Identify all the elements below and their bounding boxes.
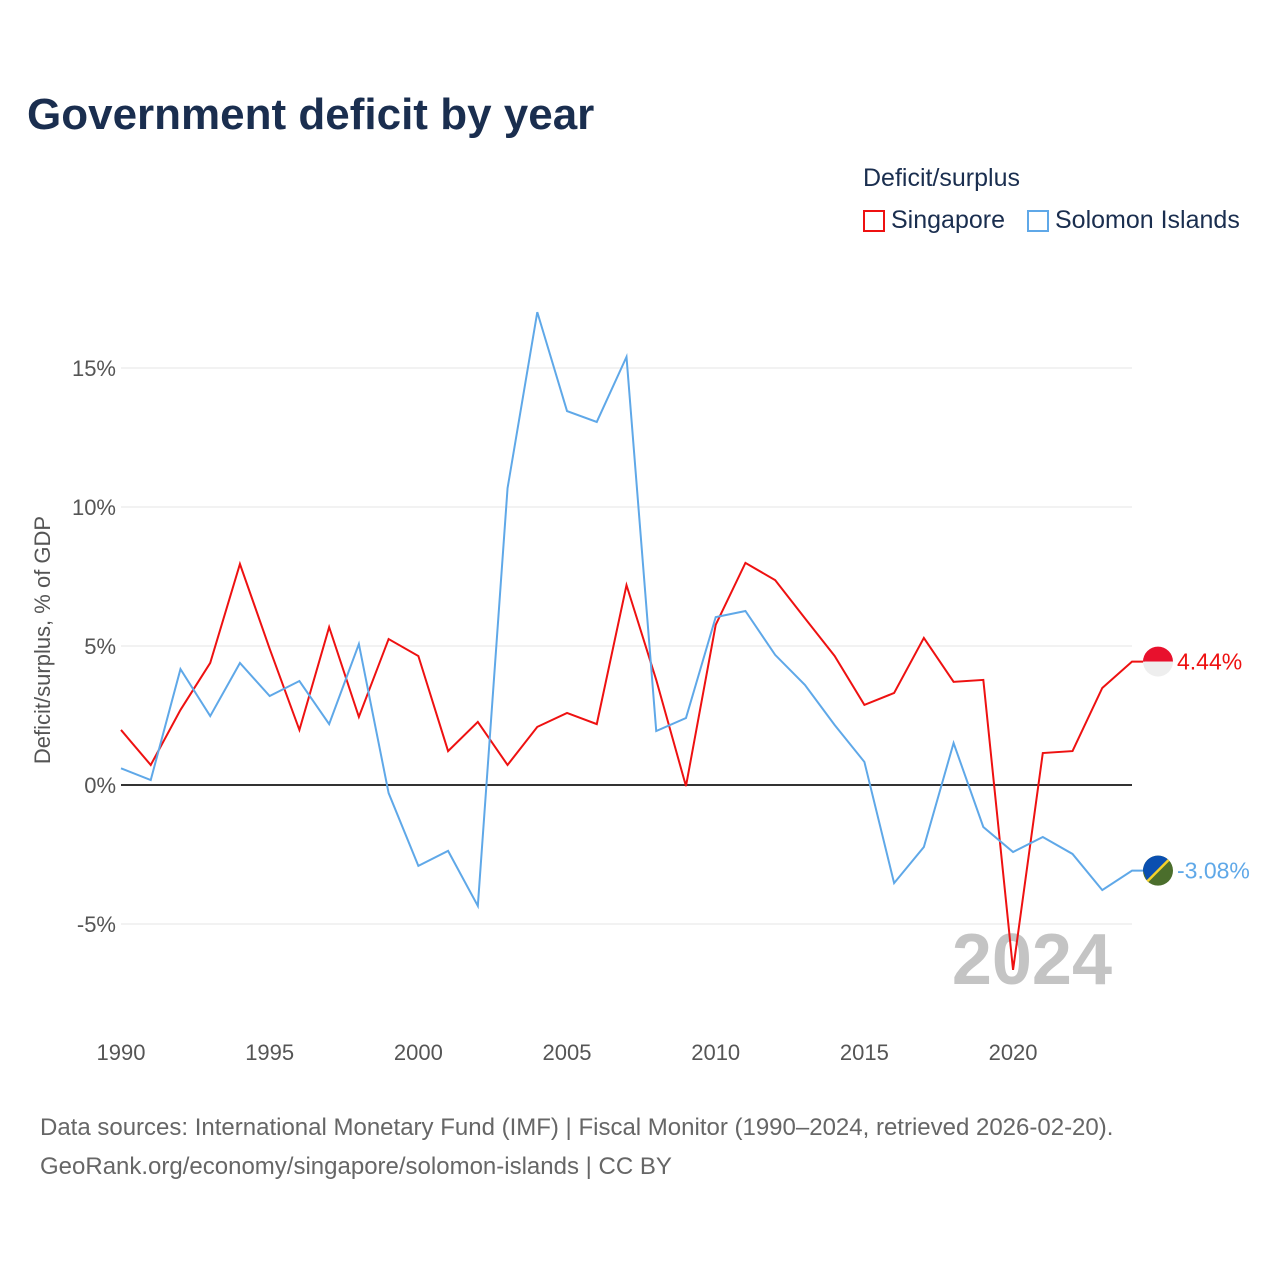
- x-tick-label: 2010: [691, 1040, 740, 1065]
- solomon-islands-flag-icon: [1143, 855, 1169, 882]
- x-tick-label: 1990: [97, 1040, 146, 1065]
- x-tick-label: 2020: [989, 1040, 1038, 1065]
- legend-item-solomon-islands[interactable]: Solomon Islands: [1027, 206, 1240, 235]
- chart-plot: -5% 0% 5% 10% 15% 1990 1995 2000 2005 2010 2015 202…: [30, 311, 1250, 1065]
- series-line-solomon-islands: [120, 311, 1145, 910]
- solomon-islands-flag-icon: [1146, 859, 1170, 883]
- chart-title: Government deficit by year: [27, 90, 595, 139]
- year-watermark: 2024: [952, 920, 1112, 1000]
- y-axis-label: Deficit/surplus, % of GDP: [30, 516, 55, 764]
- end-value-label: -3.08%: [1177, 858, 1250, 884]
- y-tick-label: -5%: [77, 912, 116, 937]
- y-tick-label: 5%: [84, 634, 116, 659]
- legend-swatch: [1027, 209, 1049, 232]
- legend-label: Solomon Islands: [1055, 206, 1240, 234]
- x-tick-label: 2000: [394, 1040, 443, 1065]
- source-note: Data sources: International Monetary Fun…: [40, 1108, 1113, 1186]
- legend-item-singapore[interactable]: Singapore: [863, 206, 1005, 235]
- y-tick-label: 10%: [72, 495, 116, 520]
- x-tick-label: 1995: [245, 1040, 294, 1065]
- series-line-singapore: [120, 560, 1145, 971]
- y-tick-label: 15%: [72, 356, 116, 381]
- y-tick-label: 0%: [84, 773, 116, 798]
- legend-label: Singapore: [891, 206, 1005, 234]
- singapore-flag-icon: [1143, 646, 1173, 662]
- x-tick-label: 2005: [543, 1040, 592, 1065]
- x-tick-label: 2015: [840, 1040, 889, 1065]
- legend-swatch: [863, 209, 885, 232]
- source-line-1: Data sources: International Monetary Fun…: [40, 1114, 1114, 1141]
- source-line-2: GeoRank.org/economy/singapore/solomon-is…: [40, 1153, 672, 1180]
- singapore-flag-icon: [1143, 661, 1173, 677]
- end-value-label: 4.44%: [1177, 649, 1242, 675]
- legend-title: Deficit/surplus: [863, 164, 1020, 192]
